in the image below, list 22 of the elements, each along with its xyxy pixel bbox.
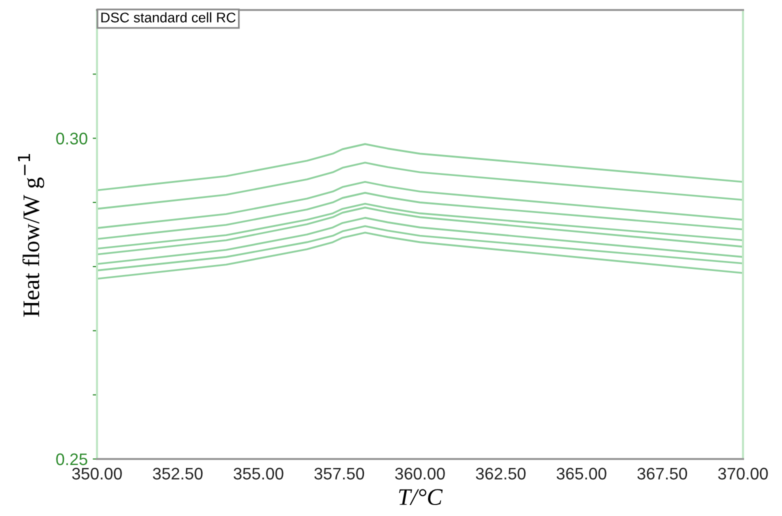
x-tick-label: 350.00 (72, 468, 122, 480)
line-series (97, 143, 743, 192)
line-series (97, 225, 743, 272)
line-series (97, 232, 743, 280)
x-tick-label: 352.50 (152, 468, 203, 480)
line-series (97, 206, 743, 256)
line-series (97, 216, 743, 265)
x-tick-label: 370.00 (718, 468, 768, 480)
line-series (97, 192, 743, 240)
line-series (97, 181, 743, 229)
y-axis-title: Heat flow/W g$^{−1}$ (18, 154, 44, 317)
annotation: DSC standard cell RC (101, 12, 236, 22)
x-tick-label: 355.00 (234, 468, 284, 480)
x-tick-label: 360.00 (395, 468, 445, 480)
x-axis-title: T/°C (399, 489, 443, 506)
x-tick-label: 365.00 (556, 468, 606, 480)
y-tick-label: 0.25 (56, 453, 88, 466)
x-tick-label: 367.50 (637, 468, 688, 480)
x-tick-label: 357.50 (314, 468, 364, 480)
line-series (97, 162, 743, 210)
x-tick-label: 362.50 (476, 468, 526, 480)
y-tick-label: 0.30 (56, 132, 88, 144)
